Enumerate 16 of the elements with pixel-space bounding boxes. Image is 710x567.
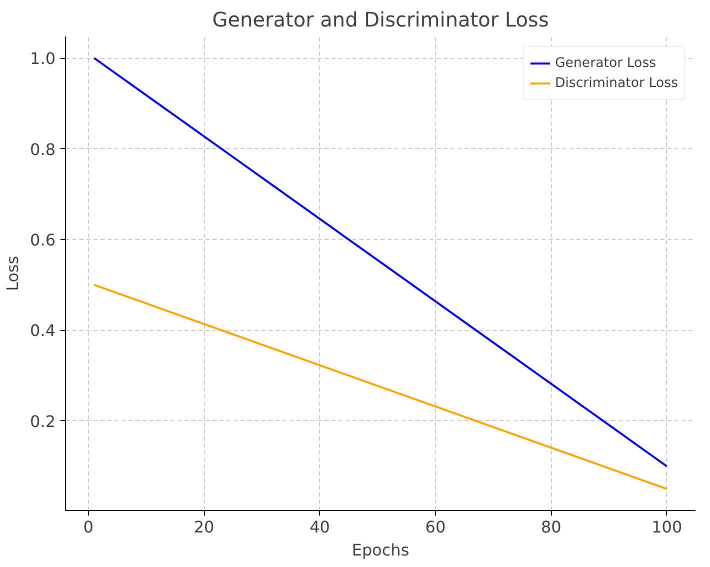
- legend-label: Discriminator Loss: [554, 76, 678, 90]
- x-tick-label: 40: [310, 518, 330, 536]
- x-tick-label: 60: [425, 518, 446, 536]
- x-tick-label: 80: [540, 518, 562, 536]
- y-tick-label: 0.8: [30, 140, 56, 159]
- legend-label: Generator Loss: [554, 56, 656, 70]
- y-tick-label: 0.2: [30, 412, 56, 431]
- x-axis-title: Epochs: [352, 540, 410, 560]
- y-axis-title: Loss: [3, 256, 22, 292]
- x-tick-label: 100: [652, 518, 682, 536]
- chart-title: Generator and Discriminator Loss: [212, 8, 549, 32]
- y-tick-label: 0.6: [30, 230, 56, 250]
- x-tick-label: 20: [194, 518, 214, 536]
- x-tick-label: 0: [83, 518, 94, 536]
- y-tick-label: 0.4: [30, 321, 56, 340]
- y-tick-label: 1.0: [30, 49, 56, 68]
